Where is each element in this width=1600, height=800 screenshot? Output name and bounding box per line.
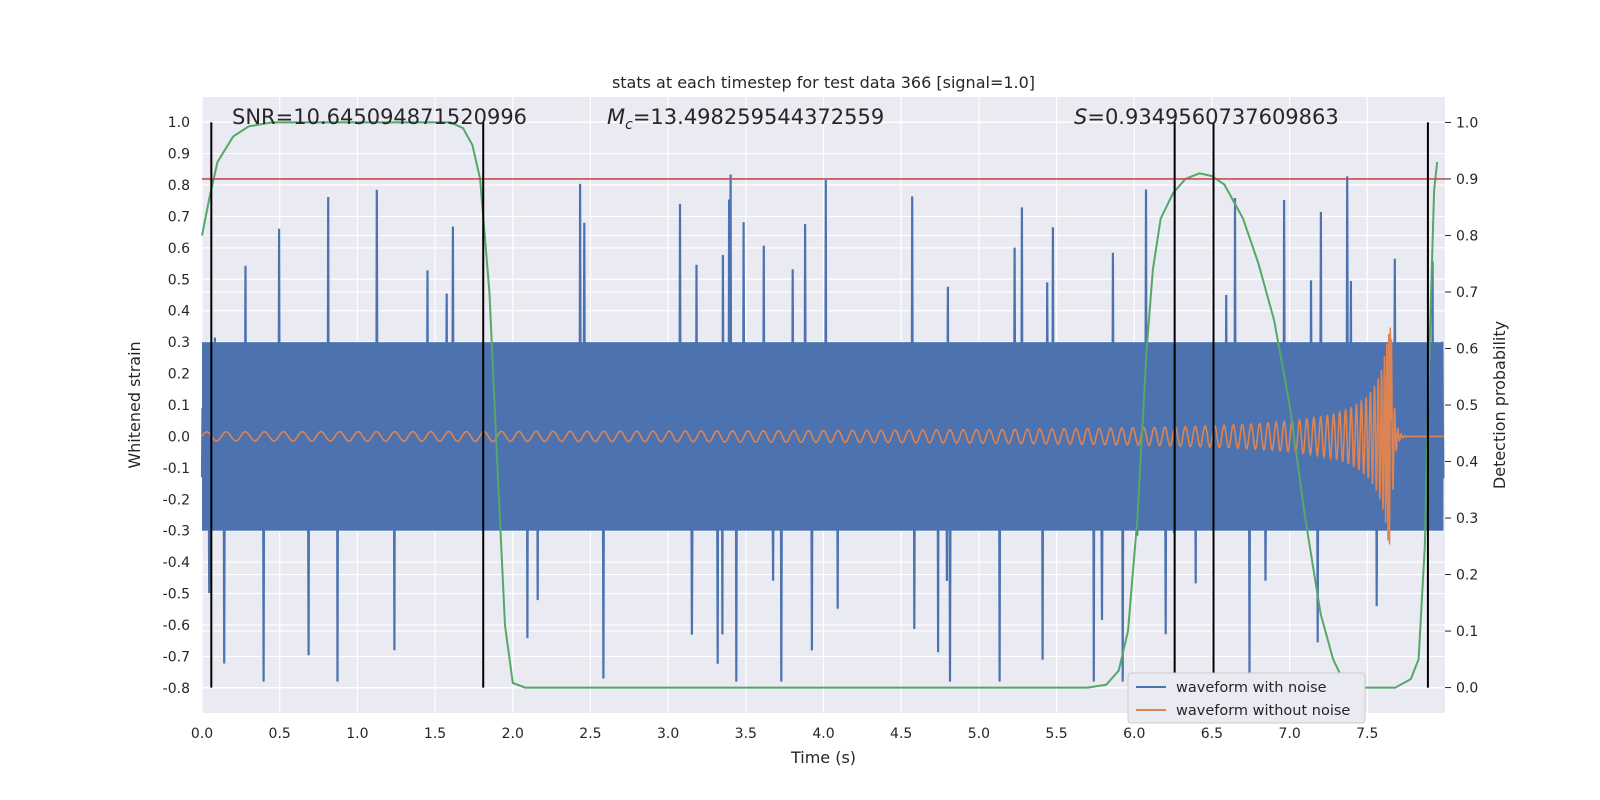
- y-tick-label: 1.0: [168, 115, 190, 131]
- legend-box: [1127, 672, 1366, 724]
- y2-tick-label: 0.3: [1456, 511, 1478, 527]
- clean-trace: [201, 327, 1444, 545]
- y2-tick-label: 0.7: [1456, 285, 1478, 301]
- y2-axis-label: Detection probability: [1490, 321, 1509, 489]
- y-tick-label: 0.4: [168, 304, 190, 320]
- x-tick-label: 0.0: [191, 726, 213, 742]
- x-tick-label: 2.0: [502, 726, 524, 742]
- stat-chirp-mass-value: =13.498259544372559: [633, 105, 884, 129]
- x-tick-label: 2.5: [579, 726, 601, 742]
- y2-tick-label: 0.0: [1456, 681, 1478, 697]
- x-tick-label: 1.5: [424, 726, 446, 742]
- x-tick-label: 4.5: [890, 726, 912, 742]
- y-tick-label: 0.8: [168, 178, 190, 194]
- x-tick-label: 5.0: [968, 726, 990, 742]
- y-axis-label: Whitened strain: [125, 341, 144, 468]
- y-tick-label: 0.7: [168, 209, 190, 225]
- x-tick-label: 0.5: [269, 726, 291, 742]
- y-tick-label: 0.0: [168, 429, 190, 445]
- y-tick-label: -0.6: [163, 618, 190, 634]
- stat-snr: SNR=10.645094871520996: [232, 105, 527, 129]
- x-tick-label: 5.5: [1045, 726, 1067, 742]
- x-tick-label: 7.5: [1356, 726, 1378, 742]
- x-tick-label: 6.5: [1201, 726, 1223, 742]
- x-tick-label: 6.0: [1123, 726, 1145, 742]
- y-axis-left: 1.0 0.9 0.8 0.7 0.6 0.5 0.4 0.3 0.2 0.1 0.0 -0.1 -0.…: [163, 115, 190, 697]
- x-axis: 0.0 0.5 1.0 1.5 2.0 2.5 3.0 3.5 4.0 4.5 5.0 5.5 6.0 6…: [191, 726, 1379, 742]
- y-tick-label: 0.6: [168, 241, 190, 257]
- x-axis-label: Time (s): [790, 748, 856, 767]
- x-tick-label: 4.0: [812, 726, 834, 742]
- y2-tick-label: 0.8: [1456, 228, 1478, 244]
- y-axis-right: 1.0 0.9 0.8 0.7 0.6 0.5 0.4 0.3 0.2 0.1 0.0: [1445, 115, 1478, 697]
- stat-s-value: =0.9349560737609863: [1087, 105, 1338, 129]
- y-tick-label: 0.3: [168, 335, 190, 351]
- y-tick-label: -0.2: [163, 492, 190, 508]
- y-tick-label: 0.2: [168, 367, 190, 383]
- y2-tick-label: 0.5: [1456, 398, 1478, 414]
- y2-tick-label: 0.6: [1456, 341, 1478, 357]
- y-tick-label: -0.8: [163, 681, 190, 697]
- legend: waveform with noise waveform without noi…: [1127, 672, 1366, 724]
- y-tick-label: -0.5: [163, 587, 190, 603]
- x-tick-label: 3.5: [735, 726, 757, 742]
- y-tick-label: -0.4: [163, 555, 190, 571]
- y-tick-label: 0.9: [168, 147, 190, 163]
- chart-title: stats at each timestep for test data 366…: [612, 73, 1035, 92]
- series-waveform-without-noise: [201, 327, 1444, 545]
- y-tick-label: -0.3: [163, 524, 190, 540]
- y2-tick-label: 0.2: [1456, 568, 1478, 584]
- legend-label-noise: waveform with noise: [1176, 680, 1327, 696]
- stat-s: S=0.9349560737609863: [1074, 105, 1339, 129]
- y2-tick-label: 0.9: [1456, 172, 1478, 188]
- legend-label-clean: waveform without noise: [1176, 703, 1350, 719]
- y-tick-label: 0.5: [168, 272, 190, 288]
- x-tick-label: 3.0: [657, 726, 679, 742]
- y-tick-label: -0.7: [163, 649, 190, 665]
- event-markers: [210, 122, 1429, 688]
- y2-tick-label: 0.4: [1456, 455, 1478, 471]
- x-tick-label: 1.0: [346, 726, 368, 742]
- y2-tick-label: 1.0: [1456, 115, 1478, 131]
- y2-tick-label: 0.1: [1456, 624, 1478, 640]
- y-tick-label: 0.1: [168, 398, 190, 414]
- y-tick-label: -0.1: [163, 461, 190, 477]
- x-tick-label: 7.0: [1278, 726, 1300, 742]
- stat-chirp-mass: Mc=13.498259544372559: [607, 105, 884, 133]
